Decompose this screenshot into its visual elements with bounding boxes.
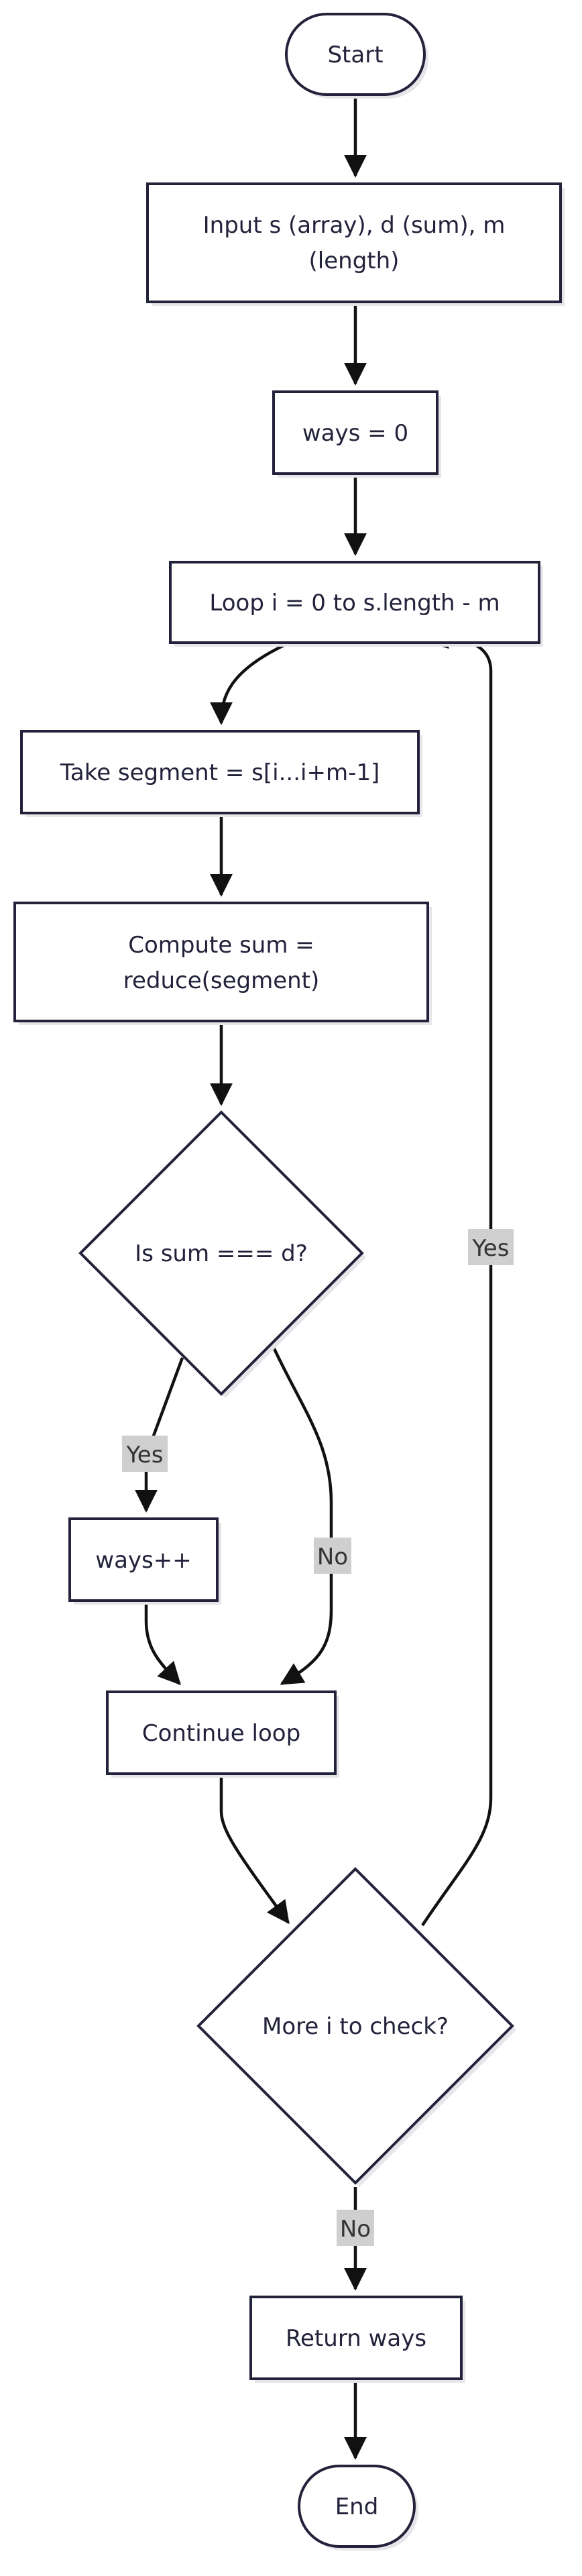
- edge-ways-inc-continue: [144, 1601, 181, 1686]
- edge-continue-decision-more: [219, 1771, 290, 1925]
- node-ways-inc: ways++: [68, 1517, 221, 1605]
- edge-more-yes-loop: [421, 626, 493, 1927]
- svg-text:End: End: [335, 2493, 379, 2520]
- edge-sum-yes-ways-inc: [135, 1357, 184, 1513]
- node-start: Start: [285, 13, 428, 99]
- svg-text:Is sum === d?: Is sum === d?: [135, 1240, 308, 1267]
- edge-sum-no-continue: [269, 1341, 333, 1685]
- svg-text:Yes: Yes: [126, 1442, 164, 1468]
- svg-text:No: No: [317, 1544, 348, 1570]
- svg-text:reduce(segment): reduce(segment): [123, 967, 320, 994]
- edge-loop-take-segment: [210, 641, 290, 725]
- node-compute-sum: Compute sum = reduce(segment): [13, 902, 432, 1025]
- svg-text:Take segment = s[i...i+m-1]: Take segment = s[i...i+m-1]: [60, 759, 380, 786]
- svg-text:Continue loop: Continue loop: [142, 1720, 300, 1747]
- edge-label-more-no: No: [337, 2210, 374, 2246]
- svg-text:Yes: Yes: [472, 1235, 510, 1262]
- node-decision-sum: Is sum === d?: [78, 1110, 366, 1398]
- svg-text:Input s (array), d (sum), m: Input s (array), d (sum), m: [203, 212, 506, 239]
- edge-label-more-yes: Yes: [468, 1229, 514, 1265]
- svg-text:Loop i = 0 to s.length - m: Loop i = 0 to s.length - m: [209, 590, 500, 616]
- edge-labels: Yes No Yes No: [122, 1229, 514, 2246]
- node-continue: Continue loop: [106, 1690, 339, 1778]
- node-end: End: [298, 2465, 418, 2551]
- node-return: Return ways: [249, 2296, 465, 2383]
- svg-text:No: No: [340, 2216, 371, 2243]
- node-ways-init: ways = 0: [272, 390, 441, 478]
- svg-text:Compute sum =: Compute sum =: [128, 932, 314, 959]
- svg-text:More i to check?: More i to check?: [262, 2013, 449, 2040]
- svg-text:Return ways: Return ways: [286, 2325, 426, 2352]
- svg-text:Start: Start: [327, 42, 383, 68]
- edge-label-sum-no: No: [314, 1538, 351, 1574]
- node-decision-more: More i to check?: [196, 1867, 516, 2187]
- svg-text:ways = 0: ways = 0: [302, 420, 408, 447]
- node-loop: Loop i = 0 to s.length - m: [169, 561, 543, 647]
- node-input: Input s (array), d (sum), m (length): [146, 182, 565, 306]
- edge-label-sum-yes: Yes: [122, 1436, 168, 1472]
- svg-text:(length): (length): [309, 248, 400, 274]
- node-take-segment: Take segment = s[i...i+m-1]: [20, 730, 422, 817]
- svg-text:ways++: ways++: [95, 1547, 191, 1574]
